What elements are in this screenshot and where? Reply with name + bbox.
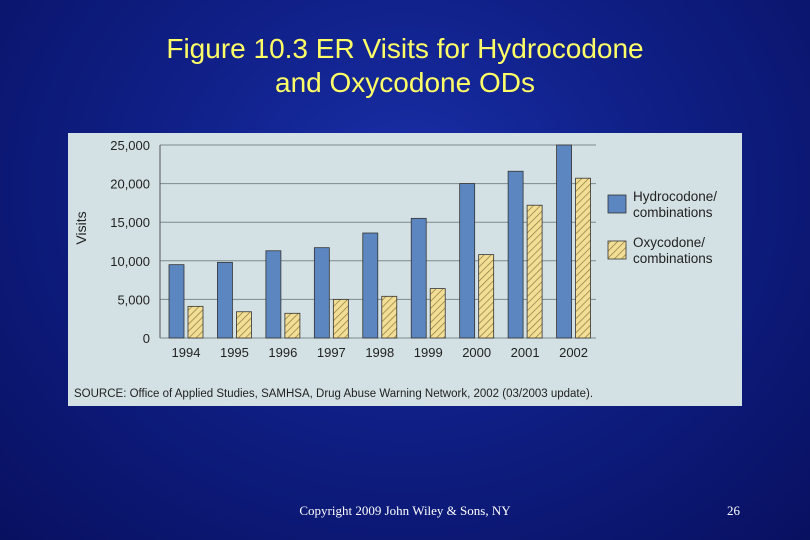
legend-swatch bbox=[607, 240, 627, 260]
y-tick-label: 20,000 bbox=[110, 177, 150, 192]
y-tick-label: 25,000 bbox=[110, 138, 150, 153]
bar-hydrocodone bbox=[362, 232, 379, 339]
legend-label-line-1: Hydrocodone/ bbox=[633, 189, 717, 204]
x-tick-label: 2000 bbox=[462, 345, 491, 360]
y-axis-label: Visits bbox=[73, 211, 89, 244]
slide-title: Figure 10.3 ER Visits for Hydrocodone an… bbox=[0, 32, 810, 100]
bars bbox=[168, 144, 591, 339]
y-tick-label: 15,000 bbox=[110, 215, 150, 230]
bar-hydrocodone bbox=[459, 183, 476, 339]
y-tick-label: 0 bbox=[143, 331, 150, 346]
legend-label-line-2: combinations bbox=[633, 205, 713, 220]
legend-swatch bbox=[607, 194, 627, 214]
bar-oxycodone bbox=[381, 295, 398, 339]
bar-chart: 0 5,000 10,000 15,000 20,000 25,000 1994 1995 19… bbox=[73, 138, 717, 400]
legend-label-line-2: combinations bbox=[633, 251, 713, 266]
x-tick-label: 1998 bbox=[365, 345, 394, 360]
legend-label-line-1: Oxycodone/ bbox=[633, 235, 705, 250]
bar-oxycodone bbox=[575, 177, 591, 339]
axes: 0 5,000 10,000 15,000 20,000 25,000 1994 1995 19… bbox=[110, 138, 588, 360]
slide-title-line-1: Figure 10.3 ER Visits for Hydrocodone bbox=[166, 33, 644, 64]
bar-oxycodone bbox=[284, 312, 301, 339]
bar-oxycodone bbox=[526, 204, 543, 339]
page-number: 26 bbox=[727, 503, 740, 518]
bar-hydrocodone bbox=[168, 264, 185, 339]
x-tick-label: 1996 bbox=[268, 345, 297, 360]
bar-oxycodone bbox=[429, 288, 446, 339]
bar-hydrocodone bbox=[410, 217, 427, 339]
x-tick-label: 2001 bbox=[511, 345, 540, 360]
slide-title-line-2: and Oxycodone ODs bbox=[275, 67, 535, 98]
bar-hydrocodone bbox=[265, 250, 282, 339]
x-tick-label: 1997 bbox=[317, 345, 346, 360]
x-tick-label: 2002 bbox=[559, 345, 588, 360]
y-tick-label: 10,000 bbox=[110, 254, 150, 269]
x-tick-label: 1999 bbox=[414, 345, 443, 360]
source-note: SOURCE: Office of Applied Studies, SAMHS… bbox=[74, 388, 593, 400]
bar-hydrocodone bbox=[507, 170, 524, 339]
bar-oxycodone bbox=[332, 298, 349, 339]
bar-hydrocodone bbox=[313, 247, 330, 339]
x-tick-label: 1995 bbox=[220, 345, 249, 360]
copyright-text: Copyright 2009 John Wiley & Sons, NY bbox=[299, 503, 511, 518]
bar-oxycodone bbox=[187, 305, 204, 339]
y-tick-label: 5,000 bbox=[117, 292, 150, 307]
legend: Hydrocodone/combinationsOxycodone/combin… bbox=[607, 189, 717, 266]
bar-hydrocodone bbox=[217, 261, 233, 339]
x-tick-label: 1994 bbox=[172, 345, 201, 360]
bar-oxycodone bbox=[236, 311, 252, 339]
chart-panel: 0 5,000 10,000 15,000 20,000 25,000 1994 1995 19… bbox=[68, 133, 742, 406]
bar-hydrocodone bbox=[556, 144, 572, 339]
bar-oxycodone bbox=[478, 254, 495, 339]
